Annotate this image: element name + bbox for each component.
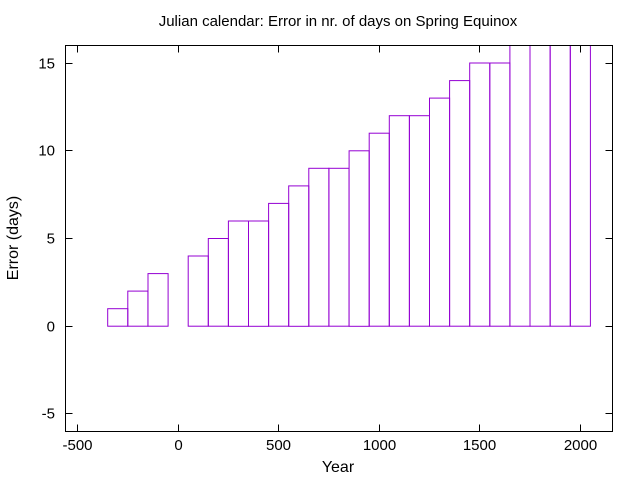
bar-9 xyxy=(248,220,270,327)
bar-13 xyxy=(328,167,350,327)
x-axis-ticks: -500 0 500 1000 1500 2000 xyxy=(62,45,597,454)
y-axis-ticks: -5 0 5 10 15 xyxy=(38,56,613,423)
x-axis-label: Year xyxy=(322,459,355,476)
bar-22 xyxy=(509,45,531,327)
bar-15 xyxy=(368,132,390,327)
bar-3 xyxy=(127,290,149,327)
bar-19 xyxy=(449,80,471,327)
bar-7 xyxy=(207,238,229,327)
y-tick-label-3: 10 xyxy=(38,143,55,160)
bar-2 xyxy=(107,308,129,327)
bar-10 xyxy=(268,202,290,327)
y-tick-label-4: 15 xyxy=(38,56,55,73)
bar-23 xyxy=(529,45,551,327)
bars-group xyxy=(107,45,591,327)
x-tick-label-5: 2000 xyxy=(564,437,597,454)
y-tick-label-1: 0 xyxy=(47,319,55,336)
bar-16 xyxy=(388,115,410,327)
bar-4 xyxy=(147,273,169,327)
bar-20 xyxy=(469,62,491,327)
x-tick-label-0: -500 xyxy=(62,437,92,454)
x-tick-label-2: 500 xyxy=(266,437,291,454)
bar-14 xyxy=(348,150,370,327)
y-axis-label: Error (days) xyxy=(5,196,22,280)
x-tick-label-3: 1000 xyxy=(363,437,396,454)
bar-21 xyxy=(489,62,511,327)
x-tick-label-4: 1500 xyxy=(463,437,496,454)
bar-6 xyxy=(187,255,209,327)
bar-18 xyxy=(429,97,451,327)
bar-17 xyxy=(408,115,430,327)
y-tick-label-2: 5 xyxy=(47,231,55,248)
y-tick-label-0: -5 xyxy=(42,406,55,423)
bar-25 xyxy=(569,45,591,327)
bar-24 xyxy=(549,45,571,327)
bar-8 xyxy=(227,220,249,327)
bar-12 xyxy=(308,167,330,327)
chart-title: Julian calendar: Error in nr. of days on… xyxy=(159,13,518,30)
x-tick-label-1: 0 xyxy=(174,437,182,454)
bar-11 xyxy=(288,185,310,327)
